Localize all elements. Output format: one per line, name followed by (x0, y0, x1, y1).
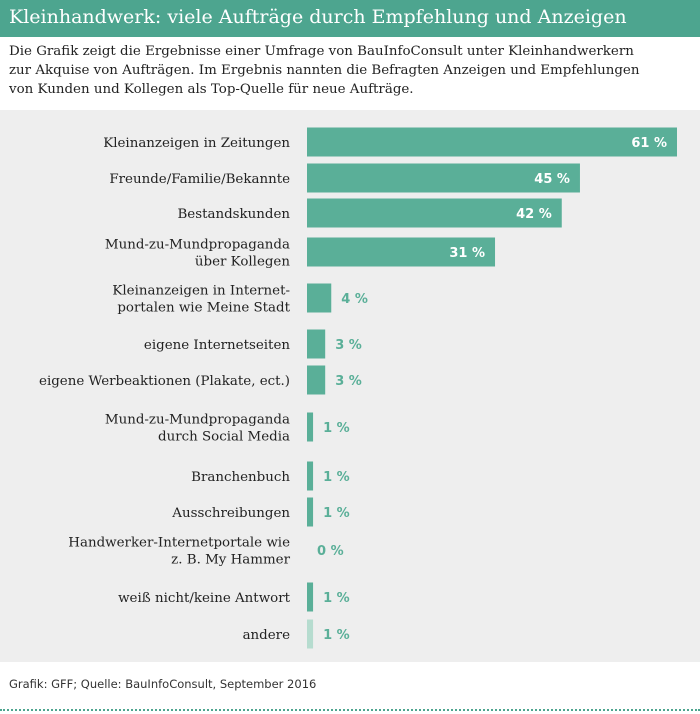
value-label: 61 % (631, 136, 667, 151)
value-label: 1 % (323, 421, 350, 436)
bar (307, 237, 496, 267)
intro-text: Die Grafik zeigt die Ergebnisse einer Um… (9, 42, 699, 99)
category-label: weiß nicht/keine Antwort (118, 591, 291, 606)
bar (307, 283, 332, 313)
bar (307, 461, 314, 491)
category-label: Mund-zu-Mundpropaganda (105, 413, 290, 428)
category-label: durch Social Media (158, 430, 290, 445)
category-label: Handwerker-Internetportale wie (68, 536, 290, 551)
value-label: 1 % (323, 506, 350, 521)
category-label: portalen wie Meine Stadt (117, 301, 290, 316)
value-label: 42 % (516, 207, 552, 222)
category-label: Branchenbuch (191, 470, 290, 485)
bar (307, 412, 314, 442)
value-label: 1 % (323, 591, 350, 606)
value-label: 3 % (335, 338, 362, 353)
value-label: 45 % (534, 172, 570, 187)
source-note: Grafik: GFF; Quelle: BauInfoConsult, Sep… (9, 677, 317, 691)
bar-chart: Kleinanzeigen in Zeitungen 61 % Freunde/Fa… (39, 127, 677, 649)
category-label: eigene Internetseiten (144, 338, 290, 353)
chart-panel: Kleinanzeigen in Zeitungen 61 % Freunde/Fa… (0, 110, 700, 662)
category-label: andere (243, 628, 291, 643)
value-label: 31 % (449, 246, 485, 261)
page-title: Kleinhandwerk: viele Aufträge durch Empf… (9, 6, 627, 28)
bar (307, 365, 326, 395)
value-label: 1 % (323, 470, 350, 485)
category-label: Freunde/Familie/Bekannte (109, 172, 290, 187)
value-label: 4 % (341, 292, 368, 307)
intro-line: zur Akquise von Aufträgen. Im Ergebnis n… (9, 63, 640, 78)
intro-line: von Kunden und Kollegen als Top-Quelle f… (9, 82, 414, 97)
value-label: 3 % (335, 374, 362, 389)
header-bar: Kleinhandwerk: viele Aufträge durch Empf… (0, 0, 700, 37)
category-label: eigene Werbeaktionen (Plakate, ect.) (39, 374, 290, 389)
bar (307, 582, 314, 612)
intro-line: Die Grafik zeigt die Ergebnisse einer Um… (9, 44, 634, 59)
category-label: Ausschreibungen (171, 506, 290, 521)
category-label: z. B. My Hammer (171, 553, 290, 568)
bar (307, 127, 677, 157)
bar (307, 163, 580, 193)
category-label: Kleinanzeigen in Internet- (112, 284, 290, 299)
category-label: über Kollegen (195, 255, 290, 270)
category-label: Bestandskunden (177, 207, 290, 222)
category-label: Kleinanzeigen in Zeitungen (103, 136, 290, 151)
category-label: Mund-zu-Mundpropaganda (105, 238, 290, 253)
value-label: 0 % (317, 544, 344, 559)
bar (307, 198, 562, 228)
bar (307, 619, 314, 649)
footer-divider (0, 709, 700, 711)
value-label: 1 % (323, 628, 350, 643)
bar (307, 497, 314, 527)
bar (307, 329, 326, 359)
